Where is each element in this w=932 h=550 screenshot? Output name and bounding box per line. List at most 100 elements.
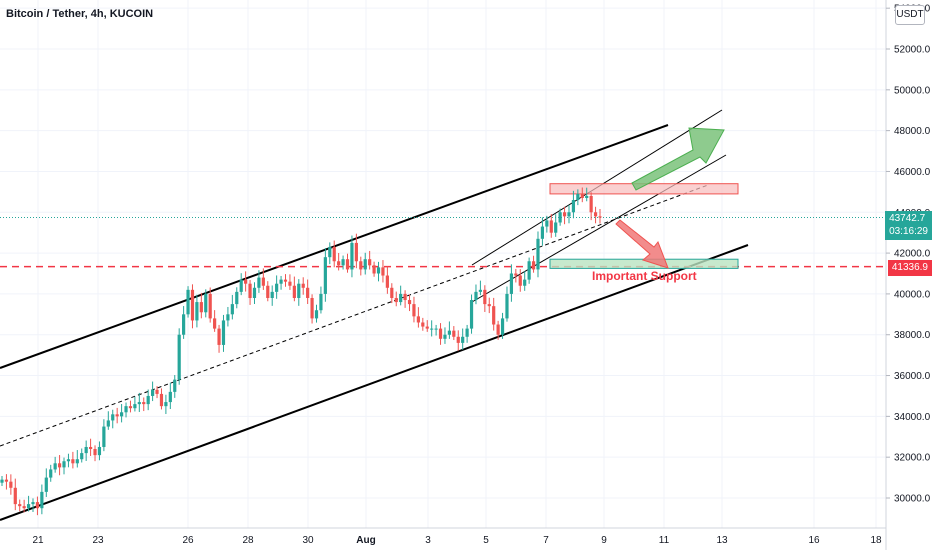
price-tick-label: 48000.0 xyxy=(894,126,931,137)
candle xyxy=(75,450,79,468)
candle xyxy=(567,204,571,224)
candle xyxy=(368,250,372,270)
candle-body xyxy=(173,379,177,392)
time-tick-label: 30 xyxy=(302,535,314,546)
candle xyxy=(120,404,124,423)
candle-body xyxy=(359,261,363,270)
candlestick-series xyxy=(0,187,602,516)
candle xyxy=(500,312,505,339)
candle xyxy=(35,496,40,516)
candle-body xyxy=(49,469,53,478)
candle xyxy=(208,287,212,323)
candle-body xyxy=(487,304,491,307)
candle xyxy=(44,468,48,497)
candle xyxy=(438,323,443,345)
candle-body xyxy=(235,291,239,305)
candle-body xyxy=(102,426,106,447)
candle-body xyxy=(310,297,314,319)
currency-selector[interactable]: USDT xyxy=(895,5,925,25)
candle-body xyxy=(354,242,358,262)
candle-body xyxy=(319,293,323,311)
candle-body xyxy=(549,220,553,233)
candle xyxy=(310,294,314,324)
candle xyxy=(244,271,248,292)
candle-body xyxy=(527,261,531,280)
candle xyxy=(217,324,221,353)
candle xyxy=(252,282,257,305)
candle xyxy=(270,285,274,306)
candle-body xyxy=(80,453,84,460)
candle-body xyxy=(523,279,527,286)
candle-body xyxy=(97,446,102,456)
candle-body xyxy=(275,283,279,292)
candle-body xyxy=(509,273,514,294)
support-price-label: 41336.9 xyxy=(887,260,932,276)
candle xyxy=(53,456,57,473)
candle xyxy=(57,455,62,476)
candle xyxy=(195,294,199,328)
candle xyxy=(106,411,110,430)
candle xyxy=(235,287,239,309)
candle-body xyxy=(22,506,26,509)
candle xyxy=(580,187,584,203)
candle xyxy=(487,297,491,314)
candle xyxy=(514,268,518,283)
candle xyxy=(151,381,155,402)
candle xyxy=(173,375,177,398)
candle xyxy=(328,242,332,265)
candle-body xyxy=(279,279,283,284)
candle-body xyxy=(306,287,310,298)
candle xyxy=(190,284,195,329)
candle-body xyxy=(252,287,257,298)
candle xyxy=(297,279,301,306)
candle xyxy=(84,440,88,461)
candle xyxy=(540,217,545,246)
candle-body xyxy=(40,491,44,509)
candle-body xyxy=(363,259,367,270)
candle-body xyxy=(438,328,443,339)
candle xyxy=(275,275,279,299)
candle-body xyxy=(120,412,124,417)
candle xyxy=(182,306,186,339)
bar-countdown: 03:16:29 xyxy=(889,226,928,237)
candle xyxy=(434,324,438,336)
candle xyxy=(332,240,336,268)
candle xyxy=(589,192,593,221)
candle-body xyxy=(593,212,598,217)
candle-body xyxy=(106,420,110,427)
candle xyxy=(452,326,456,341)
candle xyxy=(598,209,602,224)
candle xyxy=(0,475,4,486)
candle xyxy=(518,269,522,292)
candle xyxy=(505,286,509,322)
candle-body xyxy=(199,302,203,313)
candle-body xyxy=(469,300,474,329)
candle xyxy=(288,274,292,290)
candle xyxy=(461,328,465,350)
candle-body xyxy=(221,320,226,345)
candle xyxy=(88,438,93,456)
candle-body xyxy=(341,259,345,266)
candle xyxy=(133,396,137,412)
candle xyxy=(341,255,345,270)
candle xyxy=(4,474,9,490)
candle-body xyxy=(151,389,155,396)
time-tick-label: 7 xyxy=(543,535,549,546)
candle-body xyxy=(177,334,181,380)
candle-body xyxy=(381,267,385,276)
candle xyxy=(102,419,106,452)
time-tick-label: 23 xyxy=(92,535,104,546)
candle-body xyxy=(213,318,217,329)
candle-body xyxy=(434,328,438,330)
candle-body xyxy=(337,261,341,266)
candle xyxy=(376,261,381,282)
candle-body xyxy=(314,310,319,319)
candle xyxy=(558,208,562,226)
candle-body xyxy=(292,285,296,298)
candle-body xyxy=(345,259,350,270)
time-tick-label: 28 xyxy=(242,535,254,546)
candle xyxy=(381,260,385,283)
candle xyxy=(354,233,358,269)
candle-body xyxy=(84,446,88,454)
